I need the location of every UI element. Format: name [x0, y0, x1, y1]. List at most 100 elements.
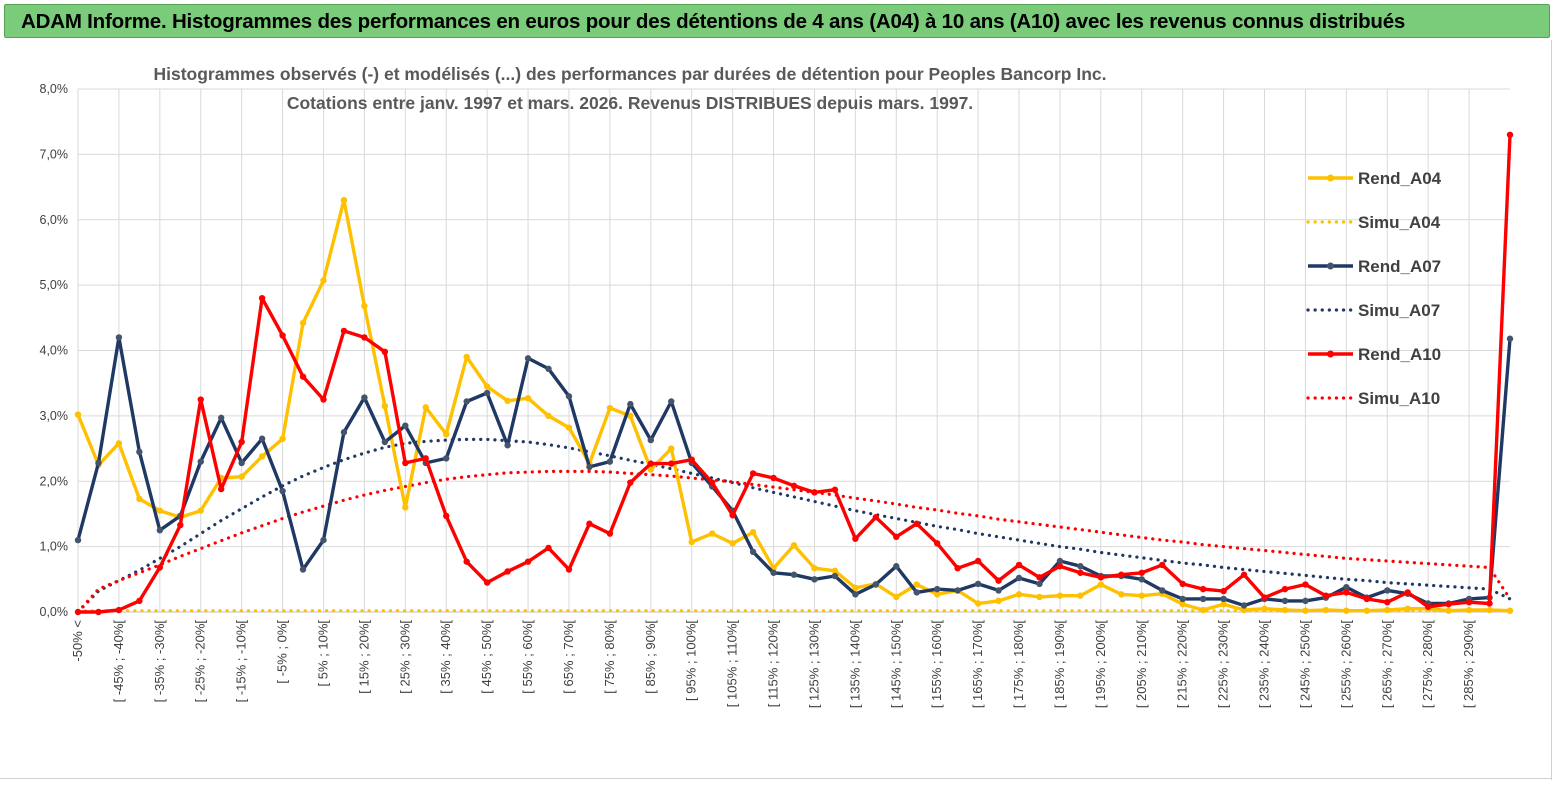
data-point — [1179, 580, 1186, 588]
data-point — [1506, 607, 1514, 614]
data-point — [913, 581, 920, 588]
data-point — [95, 608, 102, 616]
data-point — [340, 196, 348, 204]
data-point — [1261, 594, 1268, 601]
data-point — [893, 593, 900, 601]
data-point — [1384, 598, 1391, 606]
y-tick-label: 3,0% — [40, 409, 69, 423]
data-point — [606, 404, 614, 412]
data-point — [627, 400, 634, 408]
data-point — [1322, 606, 1330, 614]
data-point — [606, 530, 614, 537]
legend-label: Simu_A04 — [1358, 213, 1441, 232]
data-point — [320, 396, 327, 403]
data-point — [504, 442, 511, 449]
data-point — [872, 514, 880, 521]
data-point — [811, 564, 818, 572]
data-point — [463, 558, 470, 565]
data-point — [1302, 597, 1309, 605]
data-point — [136, 448, 143, 456]
data-point — [1199, 595, 1207, 603]
data-point — [361, 334, 368, 341]
data-point — [811, 576, 818, 583]
series-line — [76, 437, 1512, 614]
data-point — [688, 538, 695, 546]
data-point — [565, 566, 573, 573]
data-point — [586, 520, 593, 527]
data-point — [279, 435, 286, 442]
data-point — [1404, 589, 1411, 596]
data-point — [218, 485, 225, 493]
data-point — [483, 579, 491, 586]
legend-marker — [1327, 262, 1334, 270]
data-point — [913, 589, 920, 596]
data-point — [1404, 605, 1411, 612]
data-point — [729, 540, 736, 547]
data-point — [402, 504, 409, 511]
data-point — [995, 597, 1002, 605]
data-point — [545, 544, 552, 552]
data-point — [1118, 571, 1125, 578]
data-point — [1220, 600, 1227, 608]
x-tick-label: [ -5% ; 0%[ — [275, 620, 290, 684]
x-tick-label: [ 5% ; 10%[ — [315, 620, 330, 687]
data-point — [1486, 600, 1493, 607]
data-point — [790, 482, 798, 490]
data-point — [361, 394, 368, 401]
data-point — [668, 445, 675, 452]
data-point — [606, 458, 614, 465]
data-point — [1343, 583, 1350, 591]
data-point — [381, 402, 389, 410]
data-point — [708, 530, 716, 537]
x-tick-label: [ 225% ; 230%[ — [1216, 620, 1231, 709]
data-point — [463, 353, 470, 361]
data-point — [913, 520, 920, 527]
data-point — [668, 460, 675, 467]
data-point — [852, 535, 859, 542]
legend-label: Simu_A07 — [1358, 301, 1440, 320]
x-tick-label: [ 235% ; 240%[ — [1257, 620, 1272, 709]
data-point — [443, 430, 450, 438]
data-point — [1056, 557, 1064, 565]
x-tick-label: [ 25% ; 30%[ — [397, 620, 412, 694]
legend-entry-simu-a10: Simu_A10 — [1306, 389, 1440, 408]
x-tick-label: [ 255% ; 260%[ — [1338, 620, 1353, 709]
data-point — [279, 332, 286, 339]
data-point — [197, 396, 204, 403]
data-point — [1240, 602, 1248, 609]
y-tick-label: 1,0% — [40, 540, 69, 554]
chart-title-line: Cotations entre janv. 1997 et mars. 2026… — [287, 93, 973, 113]
data-point — [299, 373, 307, 380]
data-point — [74, 608, 82, 616]
data-point — [136, 597, 143, 605]
data-point — [1343, 607, 1350, 614]
data-point — [156, 564, 164, 571]
frame-bottom-edge — [0, 778, 1552, 779]
data-point — [770, 569, 777, 576]
legend-entry-simu-a07: Simu_A07 — [1306, 301, 1440, 320]
data-point — [238, 459, 245, 467]
data-point — [1343, 589, 1350, 596]
x-tick-label: [ 125% ; 130%[ — [806, 620, 821, 709]
x-tick-label: -50% < — [70, 620, 85, 662]
data-point — [1036, 593, 1043, 601]
data-point — [688, 456, 695, 463]
data-point — [1015, 591, 1023, 598]
legend-entry-rend-a04: Rend_A04 — [1308, 169, 1442, 188]
data-point — [647, 460, 654, 467]
x-tick-label: [ -45% ; -40%[ — [111, 620, 126, 703]
data-point — [258, 435, 266, 442]
y-tick-label: 0,0% — [40, 605, 69, 619]
data-point — [1015, 574, 1023, 582]
data-point — [402, 459, 409, 467]
data-point — [299, 319, 307, 327]
data-point — [1506, 335, 1514, 342]
data-point — [1199, 606, 1207, 614]
data-point — [1302, 581, 1309, 588]
data-point — [974, 600, 982, 607]
data-point — [524, 395, 532, 402]
data-point — [995, 577, 1002, 584]
x-tick-label: [ -25% ; -20%[ — [193, 620, 208, 703]
frame-right-edge — [1551, 40, 1552, 780]
data-point — [258, 295, 266, 302]
